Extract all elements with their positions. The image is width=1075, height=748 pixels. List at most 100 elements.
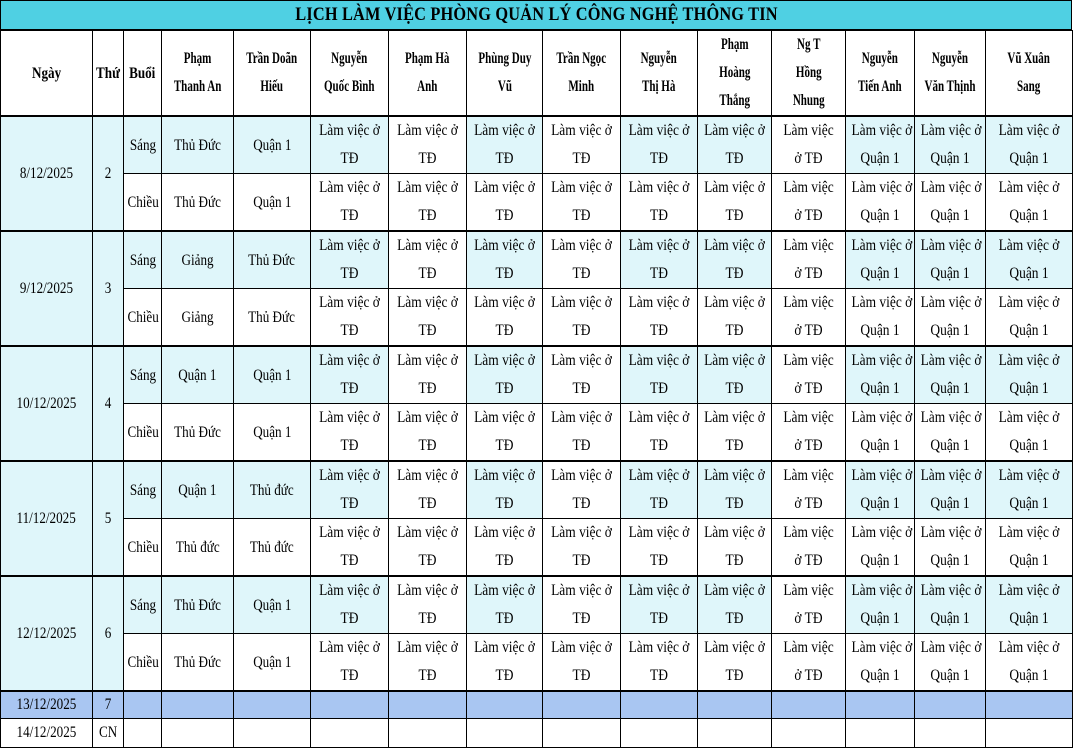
work-line: Làm việc ở <box>998 294 1060 311</box>
work-line: Quận 1 <box>860 150 900 167</box>
work-line: Quận 1 <box>1009 610 1049 627</box>
header-staff-line: Phạm <box>720 36 749 53</box>
work-cell: Làm việc ở TĐ <box>697 518 772 577</box>
session-cell: Sáng <box>123 115 162 174</box>
date-cell: 11/12/2025 <box>0 460 93 577</box>
work-cell: Làm việc ở Quận 1 <box>845 633 915 692</box>
work-line: Làm việc ở <box>474 467 535 484</box>
work-cell: Làm việc ở Quận 1 <box>914 230 986 289</box>
work-line: TĐ <box>340 437 359 454</box>
header-staff-line: Vũ <box>497 78 512 95</box>
work-cell: Làm việc ở TĐ <box>771 345 846 404</box>
work-cell: Làm việc ở Quận 1 <box>914 345 986 404</box>
work-line: Quận 1 <box>930 380 970 397</box>
work-line: Làm việc ở <box>998 179 1060 196</box>
table-row: Chiều Thủ Đức Quận 1 Làm việc ở TĐ Làm việc ở… <box>1 173 1073 232</box>
work-line: Làm việc ở <box>474 179 535 196</box>
work-cell: Làm việc ở TĐ <box>771 403 846 462</box>
empty-cell <box>620 690 698 719</box>
work-line: Làm việc ở <box>397 122 458 139</box>
location-cell: Thủ đức <box>233 460 311 519</box>
work-line: Làm việc <box>783 294 834 311</box>
work-line: TĐ <box>650 207 668 224</box>
work-line: TĐ <box>650 667 668 684</box>
work-line: Làm việc ở <box>920 582 982 599</box>
work-line: Làm việc ở <box>397 294 458 311</box>
date-cell: 8/12/2025 <box>0 115 93 232</box>
work-cell: Làm việc ở Quận 1 <box>985 345 1073 404</box>
empty-cell <box>310 718 389 748</box>
work-line: ở TĐ <box>794 265 823 282</box>
work-line: TĐ <box>495 207 514 224</box>
header-staff-line: Anh <box>417 78 438 95</box>
work-cell: Làm việc ở Quận 1 <box>914 518 986 577</box>
header-staff-line: Hồng <box>795 64 822 81</box>
work-cell: Làm việc ở TĐ <box>466 460 543 519</box>
work-cell: Làm việc ở TĐ <box>310 230 389 289</box>
work-line: Làm việc <box>783 352 834 369</box>
work-cell: Làm việc ở TĐ <box>310 460 389 519</box>
work-cell: Làm việc ở TĐ <box>542 460 621 519</box>
location-cell: Quận 1 <box>233 173 311 232</box>
date-cell: 10/12/2025 <box>0 345 93 462</box>
work-line: TĐ <box>340 495 359 512</box>
work-line: TĐ <box>725 380 744 397</box>
work-line: Quận 1 <box>930 610 970 627</box>
work-line: Làm việc ở <box>551 582 612 599</box>
weekday-cell: CN <box>92 718 124 748</box>
work-line: ở TĐ <box>794 380 823 397</box>
work-line: Làm việc ở <box>628 582 690 599</box>
work-cell: Làm việc ở Quận 1 <box>914 115 986 174</box>
work-cell: Làm việc ở Quận 1 <box>985 460 1073 519</box>
location-cell: Quận 1 <box>233 115 311 174</box>
empty-cell <box>123 718 162 748</box>
work-cell: Làm việc ở TĐ <box>542 230 621 289</box>
empty-cell <box>161 690 234 719</box>
work-line: Làm việc ở <box>474 237 535 254</box>
work-line: Làm việc ở <box>551 524 612 541</box>
work-cell: Làm việc ở Quận 1 <box>914 403 986 462</box>
work-cell: Làm việc ở Quận 1 <box>985 173 1073 232</box>
work-line: TĐ <box>340 610 359 627</box>
location-cell: Thủ Đức <box>161 575 234 634</box>
work-line: Làm việc ở <box>998 409 1060 426</box>
work-line: Làm việc <box>783 524 834 541</box>
weekday-cell: 7 <box>92 690 124 719</box>
work-line: Làm việc ở <box>628 294 690 311</box>
work-cell: Làm việc ở TĐ <box>771 115 846 174</box>
weekday-cell: 2 <box>92 115 124 232</box>
work-line: Làm việc ở <box>998 352 1060 369</box>
header-staff-line: Thắng <box>719 92 750 109</box>
work-line: Làm việc ở <box>551 352 612 369</box>
work-cell: Làm việc ở TĐ <box>310 575 389 634</box>
work-cell: Làm việc ở Quận 1 <box>914 173 986 232</box>
header-staff-line: Thanh An <box>173 78 222 95</box>
work-line: Làm việc ở <box>851 467 913 484</box>
work-cell: Làm việc ở Quận 1 <box>845 403 915 462</box>
header-staff-line: Minh <box>568 78 595 95</box>
header-staff: Nguyễn Thị Hà <box>620 30 698 117</box>
work-line: TĐ <box>572 380 591 397</box>
session-cell: Sáng <box>123 460 162 519</box>
sheet-title-text: LỊCH LÀM VIỆC PHÒNG QUẢN LÝ CÔNG NGHỆ TH… <box>294 4 778 25</box>
empty-cell <box>542 690 621 719</box>
location-cell: Quận 1 <box>233 575 311 634</box>
empty-cell <box>845 718 915 748</box>
work-line: TĐ <box>650 610 668 627</box>
location-cell: Thủ Đức <box>233 230 311 289</box>
work-cell: Làm việc ở TĐ <box>542 345 621 404</box>
work-line: Làm việc ở <box>998 582 1060 599</box>
work-cell: Làm việc ở TĐ <box>388 518 467 577</box>
work-line: ở TĐ <box>794 150 823 167</box>
work-line: Làm việc ở <box>851 122 913 139</box>
work-line: Quận 1 <box>1009 437 1049 454</box>
work-cell: Làm việc ở TĐ <box>388 288 467 347</box>
work-cell: Làm việc ở Quận 1 <box>845 575 915 634</box>
session-cell: Chiều <box>123 173 162 232</box>
work-line: TĐ <box>495 552 514 569</box>
work-line: Làm việc ở <box>920 122 982 139</box>
work-line: TĐ <box>418 610 437 627</box>
work-line: Làm việc ở <box>851 524 913 541</box>
work-line: Làm việc <box>783 409 834 426</box>
work-line: TĐ <box>572 207 591 224</box>
